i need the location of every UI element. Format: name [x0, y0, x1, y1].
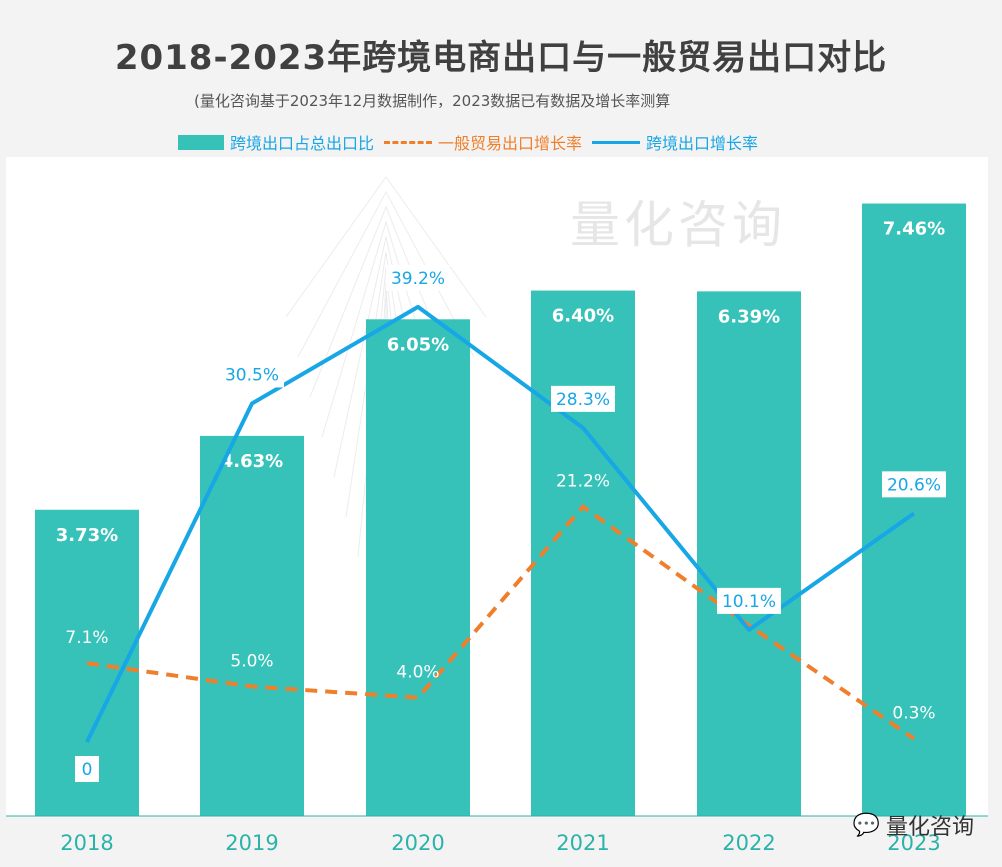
- bar: [366, 319, 470, 816]
- crossborder-label-box: [882, 471, 946, 498]
- general-trade-label: 21.2%: [556, 472, 610, 492]
- legend-item-general: 一般贸易出口增长率: [384, 130, 582, 154]
- crossborder-label-box: [717, 587, 781, 614]
- bar: [200, 435, 304, 816]
- crossborder-label: 28.3%: [556, 390, 610, 410]
- crossborder-label-box: [386, 264, 450, 291]
- crossborder-label: 20.6%: [887, 475, 941, 495]
- watermark-line: [285, 176, 487, 318]
- crossborder-label-box: [551, 385, 615, 412]
- general-trade-label: 5.0%: [230, 652, 273, 672]
- bar-data-label: 6.05%: [387, 334, 449, 355]
- crossborder-label: 10.1%: [722, 592, 776, 612]
- bar-data-label: 7.46%: [883, 219, 945, 240]
- x-tick-label: 2019: [225, 831, 278, 855]
- crossborder-label: 0: [82, 760, 93, 780]
- legend-swatch-general: [384, 140, 433, 144]
- legend-label-crossborder: 跨境出口增长率: [646, 134, 759, 153]
- bar: [697, 291, 801, 816]
- general-trade-line: [86, 503, 916, 741]
- bar-data-label: 6.40%: [552, 306, 614, 327]
- bar: [862, 203, 966, 816]
- plot-area: 3.73% 4.63% 6.05% 6.40% 6.39% 7.46% 2018 2019 20…: [6, 157, 988, 855]
- watermark-line: [297, 190, 475, 358]
- chart-svg: 3.73% 4.63% 6.05% 6.40% 6.39% 7.46% 2018 2019 20…: [6, 176, 988, 855]
- x-tick-label: 2018: [60, 831, 113, 855]
- chart-title: 2018-2023年跨境电商出口与一般贸易出口对比: [114, 38, 888, 78]
- bar-data-label: 4.63%: [221, 451, 283, 472]
- legend-item-crossborder: 跨境出口增长率: [592, 130, 758, 154]
- crossborder-label: 39.2%: [391, 269, 445, 289]
- general-trade-label: 7.1%: [65, 628, 108, 648]
- footer-brand-label: 量化咨询: [885, 815, 974, 840]
- footer-brand: 💬 量化咨询: [853, 809, 974, 841]
- bar-data-label: 3.73%: [56, 525, 118, 546]
- crossborder-label-box: [220, 361, 284, 388]
- general-trade-label: 4.0%: [396, 663, 439, 683]
- crossborder-label: 30.5%: [225, 365, 279, 385]
- bar-data-label: 6.39%: [718, 306, 780, 327]
- legend-swatch-bar: [178, 134, 224, 150]
- x-tick-label: 2022: [722, 831, 775, 855]
- x-tick-label: 2020: [391, 831, 444, 855]
- chart-subtitle: (量化咨询基于2023年12月数据制作，2023数据已有数据及增长率测算: [194, 92, 671, 110]
- legend-swatch-crossborder: [592, 140, 641, 144]
- wechat-icon: 💬: [852, 812, 880, 838]
- legend-label-general: 一般贸易出口增长率: [438, 134, 583, 153]
- crossborder-label-box: [75, 756, 99, 782]
- legend-item-bar: 跨境出口占总出口比: [178, 130, 374, 154]
- general-trade-label: 0.3%: [892, 704, 935, 724]
- legend-label-bar: 跨境出口占总出口比: [230, 134, 375, 153]
- chart-legend: 跨境出口占总出口比 一般贸易出口增长率 跨境出口增长率: [178, 131, 768, 153]
- x-tick-label: 2023: [887, 831, 940, 855]
- bar: [531, 290, 635, 816]
- watermark: 量化咨询: [570, 196, 786, 254]
- x-tick-label: 2021: [556, 831, 609, 855]
